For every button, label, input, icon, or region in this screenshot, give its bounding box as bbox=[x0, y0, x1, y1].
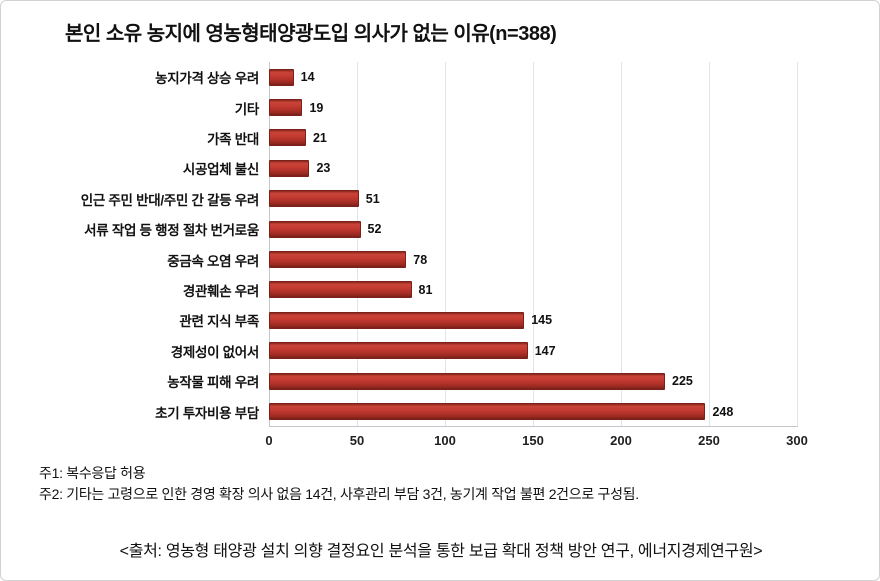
value-label: 21 bbox=[312, 130, 327, 145]
gridline-50 bbox=[357, 62, 358, 427]
category-label: 경관훼손 우려 bbox=[182, 283, 259, 299]
bar-row: 시공업체 불신 23 bbox=[1, 153, 879, 183]
category-label: 인근 주민 반대/주민 간 갈등 우려 bbox=[80, 192, 260, 208]
bar bbox=[269, 99, 303, 117]
value-label: 147 bbox=[534, 343, 556, 358]
chart-title: 본인 소유 농지에 영농형태양광도입 의사가 없는 이유(n=388) bbox=[65, 23, 557, 45]
value-label: 14 bbox=[300, 70, 315, 85]
gridline-250 bbox=[709, 62, 710, 427]
category-label: 서류 작업 등 행정 절차 번거로움 bbox=[84, 223, 259, 239]
bar-row: 경제성이 없어서 147 bbox=[1, 336, 879, 366]
bar bbox=[269, 311, 525, 329]
bar bbox=[269, 220, 361, 238]
value-label: 81 bbox=[418, 282, 433, 297]
x-axis-line bbox=[269, 426, 798, 427]
bar-row: 초기 투자비용 부담 248 bbox=[1, 396, 879, 426]
category-label: 시공업체 불신 bbox=[182, 162, 259, 178]
bar-row: 서류 작업 등 행정 절차 번거로움 52 bbox=[1, 214, 879, 244]
category-label: 중금속 오염 우려 bbox=[167, 253, 259, 269]
value-label: 78 bbox=[413, 252, 428, 267]
category-label: 기타 bbox=[234, 101, 260, 117]
bar bbox=[269, 159, 310, 177]
bar-row: 농지가격 상승 우려 14 bbox=[1, 62, 879, 92]
bar bbox=[269, 403, 706, 421]
category-label: 가족 반대 bbox=[207, 131, 259, 147]
bar-row: 경관훼손 우려 81 bbox=[1, 275, 879, 305]
x-tick-label: 300 bbox=[786, 433, 808, 448]
gridline-300 bbox=[797, 62, 798, 427]
value-label: 52 bbox=[367, 222, 382, 237]
value-label: 51 bbox=[365, 191, 380, 206]
bar-row: 가족 반대 21 bbox=[1, 123, 879, 153]
bar-row: 농작물 피해 우려 225 bbox=[1, 366, 879, 396]
x-tick-label: 50 bbox=[349, 433, 365, 448]
bar bbox=[269, 251, 407, 269]
note-2: 주2: 기타는 고령으로 인한 경영 확장 의사 없음 14건, 사후관리 부담… bbox=[39, 486, 639, 502]
x-tick-label: 250 bbox=[698, 433, 720, 448]
bar-row: 기타 19 bbox=[1, 92, 879, 122]
value-label: 19 bbox=[309, 100, 324, 115]
category-label: 농지가격 상승 우려 bbox=[155, 71, 259, 87]
category-label: 초기 투자비용 부담 bbox=[155, 405, 259, 421]
value-label: 225 bbox=[672, 374, 693, 389]
bar-row: 인근 주민 반대/주민 간 갈등 우려 51 bbox=[1, 184, 879, 214]
source-line: <출처: 영농형 태양광 설치 의향 결정요인 분석을 통한 보급 확대 정책 … bbox=[119, 543, 763, 560]
bar bbox=[269, 372, 665, 390]
bar bbox=[269, 68, 294, 86]
category-label: 농작물 피해 우려 bbox=[167, 375, 259, 391]
category-label: 경제성이 없어서 bbox=[170, 344, 260, 360]
x-tick-label: 0 bbox=[265, 433, 273, 448]
bar bbox=[269, 129, 306, 147]
x-tick-label: 200 bbox=[610, 433, 632, 448]
note-1: 주1: 복수응답 허용 bbox=[39, 465, 146, 481]
plot-area: 농지가격 상승 우려 14 기타 19 가족 반대 21 시공업체 불신 23 인근 주민 반대… bbox=[1, 1, 879, 471]
bar bbox=[269, 190, 359, 208]
x-tick-label: 100 bbox=[434, 433, 456, 448]
x-tick-label: 150 bbox=[522, 433, 544, 448]
bar-row: 중금속 오염 우려 78 bbox=[1, 244, 879, 274]
value-label: 145 bbox=[531, 313, 553, 328]
gridline-100 bbox=[445, 62, 446, 427]
gridline-200 bbox=[621, 62, 622, 427]
y-axis-line bbox=[269, 62, 270, 427]
gridline-150 bbox=[533, 62, 534, 427]
bar-row: 관련 지식 부족 145 bbox=[1, 305, 879, 335]
value-label: 23 bbox=[316, 161, 331, 176]
bar bbox=[269, 342, 528, 360]
bar bbox=[269, 281, 412, 299]
category-label: 관련 지식 부족 bbox=[179, 314, 259, 330]
value-label: 248 bbox=[712, 404, 734, 419]
